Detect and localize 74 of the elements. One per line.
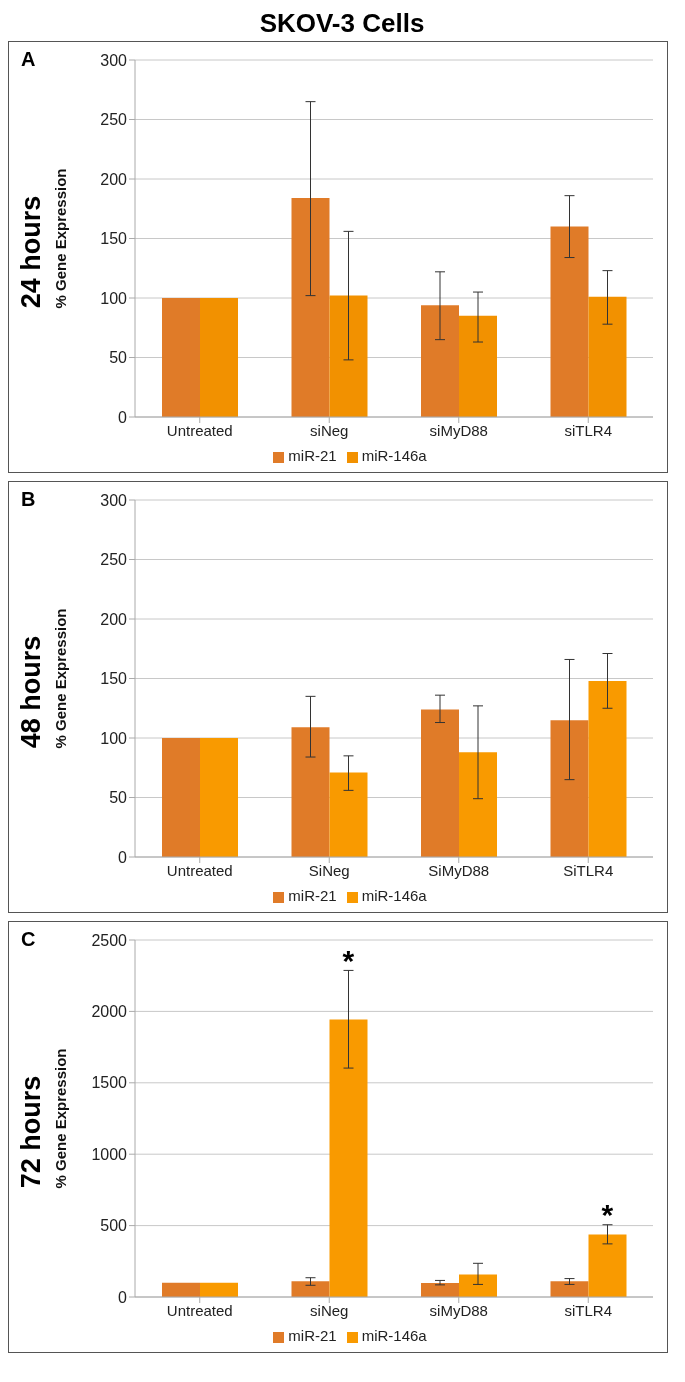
x-tick-label: SiNeg — [308, 861, 350, 879]
y-axis-title: % Gene Expression — [52, 608, 70, 749]
text: 72 hours — [15, 1075, 47, 1189]
bar — [291, 198, 330, 417]
text: 48 hours — [15, 635, 47, 749]
bar — [162, 1282, 200, 1297]
bar — [200, 738, 238, 857]
bar — [291, 727, 330, 857]
y-tick-label: 200 — [100, 170, 128, 188]
bar — [421, 1283, 459, 1297]
bar — [588, 680, 627, 857]
bar — [459, 752, 497, 857]
bar — [588, 1234, 627, 1297]
text: 24 hours — [15, 195, 47, 309]
text: B — [21, 488, 36, 511]
bar — [588, 296, 627, 417]
y-tick-label: 300 — [100, 491, 128, 509]
bar — [200, 1282, 238, 1297]
y-tick-label: 2500 — [91, 931, 128, 949]
y-tick-label: 0 — [118, 1288, 128, 1306]
legend-label: miR-21 — [288, 1327, 337, 1344]
x-tick-label: Untreated — [166, 861, 233, 879]
text: C — [21, 928, 36, 951]
legend-label: miR-21 — [288, 887, 337, 904]
y-tick-label: 0 — [118, 408, 128, 426]
text: A — [21, 48, 36, 71]
x-tick-label: siMyD88 — [429, 1301, 488, 1319]
annotation: * — [601, 1198, 614, 1232]
bar — [459, 1274, 497, 1297]
bar — [421, 305, 459, 417]
bar — [291, 1281, 330, 1297]
y-tick-label: 150 — [100, 670, 128, 688]
y-tick-label: 100 — [100, 729, 128, 747]
y-tick-label: 50 — [109, 349, 128, 367]
y-tick-label: 200 — [100, 610, 128, 628]
y-tick-label: 250 — [100, 111, 128, 129]
bar — [329, 295, 368, 417]
y-tick-label: 50 — [109, 789, 128, 807]
y-tick-label: 250 — [100, 551, 128, 569]
legend-label: miR-21 — [288, 447, 337, 464]
bar — [421, 709, 459, 857]
bar — [459, 315, 497, 417]
x-tick-label: SiMyD88 — [428, 861, 490, 879]
x-tick-label: siNeg — [310, 421, 349, 439]
x-tick-label: siMyD88 — [429, 421, 488, 439]
y-axis-title: % Gene Expression — [52, 168, 70, 309]
x-tick-label: Untreated — [166, 1301, 233, 1319]
x-tick-label: Untreated — [166, 421, 233, 439]
x-tick-label: siNeg — [310, 1301, 349, 1319]
bar — [200, 298, 238, 417]
legend-label: miR-146a — [361, 1327, 427, 1344]
y-tick-label: 1500 — [91, 1074, 128, 1092]
bar — [329, 1019, 368, 1297]
annotation: * — [342, 944, 355, 978]
bar — [550, 720, 589, 857]
bar — [550, 1281, 589, 1297]
y-tick-label: 1000 — [91, 1145, 128, 1163]
y-tick-label: 2000 — [91, 1003, 128, 1021]
bar — [162, 738, 200, 857]
bar — [162, 298, 200, 417]
x-tick-label: siTLR4 — [564, 421, 613, 439]
y-tick-label: 150 — [100, 230, 128, 248]
legend-label: miR-146a — [361, 447, 427, 464]
y-tick-label: 100 — [100, 289, 128, 307]
x-tick-label: siTLR4 — [564, 1301, 613, 1319]
chart-title: SKOV-3 Cells — [258, 8, 426, 39]
y-tick-label: 500 — [100, 1217, 128, 1235]
y-tick-label: 0 — [118, 848, 128, 866]
bar — [329, 772, 368, 857]
x-tick-label: SiTLR4 — [563, 861, 614, 879]
y-tick-label: 300 — [100, 51, 128, 69]
legend-label: miR-146a — [361, 887, 427, 904]
bar — [550, 226, 589, 417]
y-axis-title: % Gene Expression — [52, 1048, 70, 1189]
